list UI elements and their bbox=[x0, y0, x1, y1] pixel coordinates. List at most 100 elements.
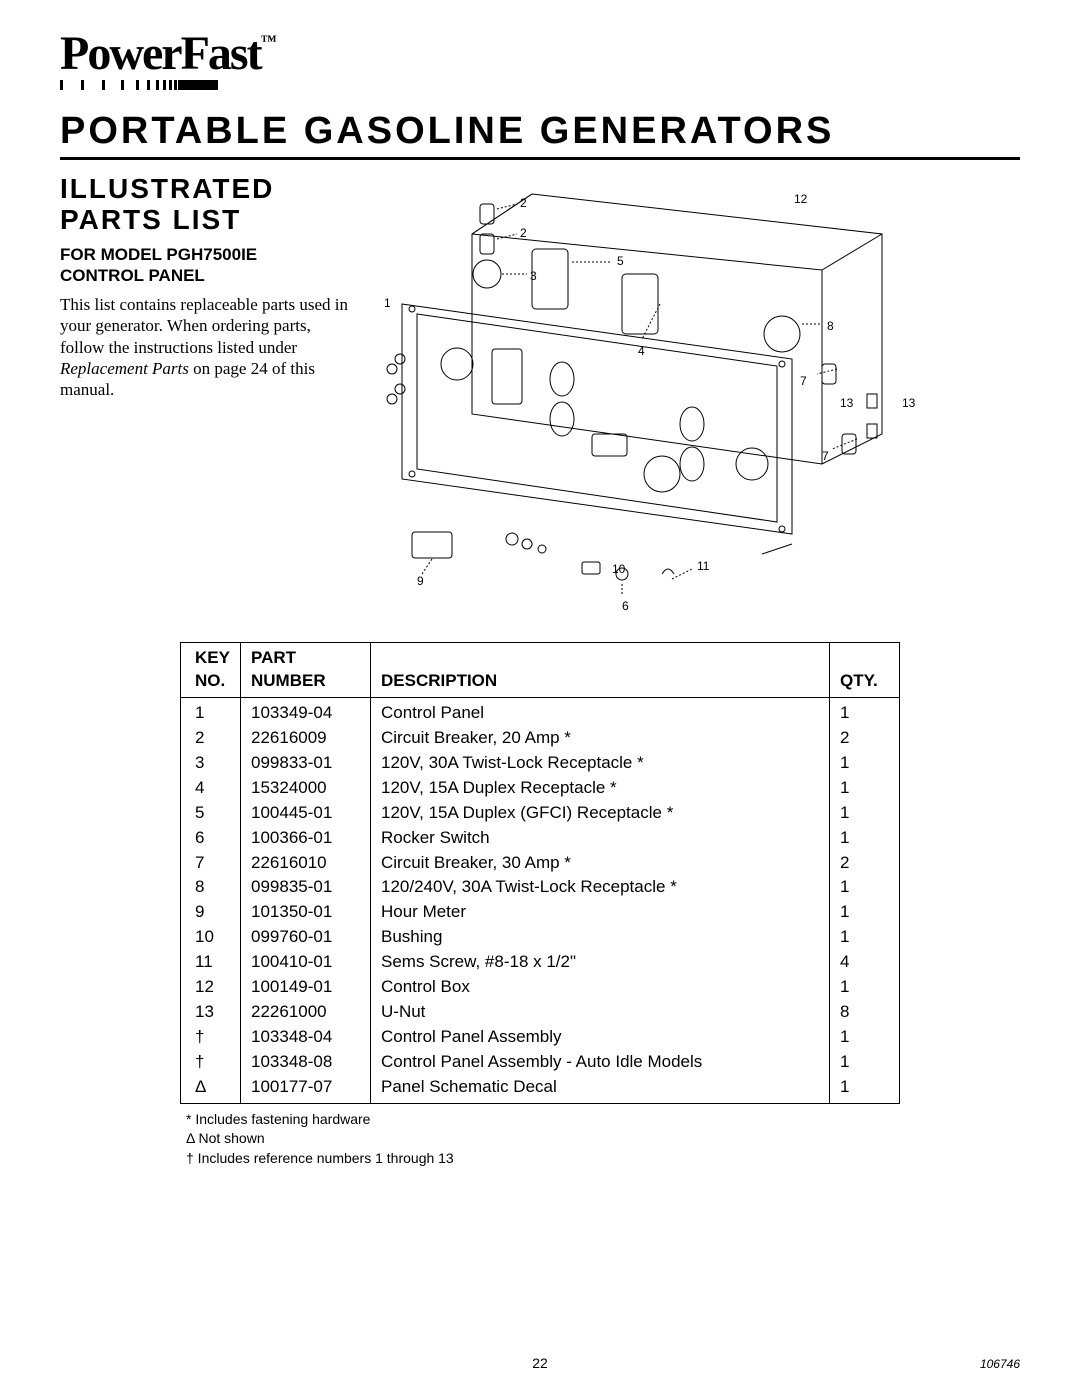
footnote-dagger: † Includes reference numbers 1 through 1… bbox=[186, 1149, 900, 1169]
cell-qty: 1 bbox=[830, 697, 900, 725]
cell-part: 103348-04 bbox=[241, 1025, 371, 1050]
section-heading: ILLUSTRATED PARTS LIST bbox=[60, 174, 350, 236]
callout-11: 11 bbox=[697, 559, 709, 573]
col-desc: DESCRIPTION bbox=[371, 643, 830, 698]
cell-qty: 1 bbox=[830, 801, 900, 826]
callout-7a: 7 bbox=[800, 374, 807, 388]
cell-qty: 1 bbox=[830, 776, 900, 801]
table-row: 5100445-01120V, 15A Duplex (GFCI) Recept… bbox=[181, 801, 900, 826]
table-row: 222616009Circuit Breaker, 20 Amp *2 bbox=[181, 726, 900, 751]
cell-qty: 1 bbox=[830, 1050, 900, 1075]
table-row: 415324000120V, 15A Duplex Receptacle *1 bbox=[181, 776, 900, 801]
cell-qty: 1 bbox=[830, 925, 900, 950]
diagram-svg bbox=[362, 174, 922, 614]
page-title: PORTABLE GASOLINE GENERATORS bbox=[60, 90, 1020, 160]
cell-part: 100177-07 bbox=[241, 1075, 371, 1103]
table-row: 11100410-01Sems Screw, #8-18 x 1/2"4 bbox=[181, 950, 900, 975]
callout-1: 1 bbox=[384, 296, 391, 310]
cell-part: 100410-01 bbox=[241, 950, 371, 975]
callout-8: 8 bbox=[827, 319, 834, 333]
table-row: 1103349-04Control Panel1 bbox=[181, 697, 900, 725]
cell-part: 15324000 bbox=[241, 776, 371, 801]
table-row: 1322261000U-Nut8 bbox=[181, 1000, 900, 1025]
footnotes: * Includes fastening hardware Δ Not show… bbox=[186, 1110, 900, 1169]
table-row: 6100366-01Rocker Switch1 bbox=[181, 826, 900, 851]
cell-desc: Control Panel Assembly bbox=[371, 1025, 830, 1050]
document-id: 106746 bbox=[980, 1357, 1020, 1371]
parts-table: KEYNO. PARTNUMBER DESCRIPTION QTY. 11033… bbox=[180, 642, 900, 1104]
callout-5: 5 bbox=[617, 254, 624, 268]
table-row: 3099833-01120V, 30A Twist-Lock Receptacl… bbox=[181, 751, 900, 776]
callout-12: 12 bbox=[794, 192, 807, 206]
cell-desc: Rocker Switch bbox=[371, 826, 830, 851]
cell-qty: 1 bbox=[830, 826, 900, 851]
cell-part: 103348-08 bbox=[241, 1050, 371, 1075]
cell-key: Δ bbox=[181, 1075, 241, 1103]
cell-part: 22616009 bbox=[241, 726, 371, 751]
cell-desc: Hour Meter bbox=[371, 900, 830, 925]
cell-part: 100445-01 bbox=[241, 801, 371, 826]
cell-qty: 1 bbox=[830, 900, 900, 925]
cell-part: 22616010 bbox=[241, 851, 371, 876]
cell-desc: U-Nut bbox=[371, 1000, 830, 1025]
cell-key: † bbox=[181, 1050, 241, 1075]
table-header-row: KEYNO. PARTNUMBER DESCRIPTION QTY. bbox=[181, 643, 900, 698]
exploded-diagram: 2 2 1 3 4 5 6 7 7 8 9 10 11 12 13 13 bbox=[362, 174, 922, 614]
model-heading: FOR MODEL PGH7500IE CONTROL PANEL bbox=[60, 244, 350, 287]
intro-paragraph: This list contains replaceable parts use… bbox=[60, 294, 350, 400]
cell-key: 8 bbox=[181, 875, 241, 900]
brand-tick-marks bbox=[60, 80, 305, 90]
cell-key: 9 bbox=[181, 900, 241, 925]
cell-key: 10 bbox=[181, 925, 241, 950]
cell-key: 11 bbox=[181, 950, 241, 975]
callout-13a: 13 bbox=[840, 396, 853, 410]
cell-desc: Panel Schematic Decal bbox=[371, 1075, 830, 1103]
table-row: †103348-08Control Panel Assembly - Auto … bbox=[181, 1050, 900, 1075]
cell-qty: 1 bbox=[830, 1025, 900, 1050]
left-column: ILLUSTRATED PARTS LIST FOR MODEL PGH7500… bbox=[60, 174, 350, 614]
cell-key: † bbox=[181, 1025, 241, 1050]
footnote-asterisk: * Includes fastening hardware bbox=[186, 1110, 900, 1130]
callout-13b: 13 bbox=[902, 396, 915, 410]
callout-9: 9 bbox=[417, 574, 424, 588]
cell-desc: Control Panel Assembly - Auto Idle Model… bbox=[371, 1050, 830, 1075]
cell-desc: Control Panel bbox=[371, 697, 830, 725]
cell-qty: 1 bbox=[830, 875, 900, 900]
cell-key: 4 bbox=[181, 776, 241, 801]
callout-4: 4 bbox=[638, 344, 645, 358]
cell-desc: Control Box bbox=[371, 975, 830, 1000]
parts-table-wrap: KEYNO. PARTNUMBER DESCRIPTION QTY. 11033… bbox=[180, 642, 900, 1169]
cell-qty: 8 bbox=[830, 1000, 900, 1025]
callout-2a: 2 bbox=[520, 196, 527, 210]
callout-7b: 7 bbox=[822, 449, 829, 463]
trademark-symbol: ™ bbox=[261, 33, 275, 50]
cell-qty: 1 bbox=[830, 1075, 900, 1103]
cell-part: 099835-01 bbox=[241, 875, 371, 900]
cell-key: 5 bbox=[181, 801, 241, 826]
table-row: 10099760-01Bushing1 bbox=[181, 925, 900, 950]
cell-part: 099760-01 bbox=[241, 925, 371, 950]
table-row: Δ100177-07Panel Schematic Decal1 bbox=[181, 1075, 900, 1103]
cell-key: 7 bbox=[181, 851, 241, 876]
table-row: 8099835-01120/240V, 30A Twist-Lock Recep… bbox=[181, 875, 900, 900]
cell-desc: Bushing bbox=[371, 925, 830, 950]
cell-part: 100366-01 bbox=[241, 826, 371, 851]
callout-3: 3 bbox=[530, 269, 537, 283]
cell-key: 1 bbox=[181, 697, 241, 725]
cell-desc: 120V, 30A Twist-Lock Receptacle * bbox=[371, 751, 830, 776]
table-row: 12100149-01Control Box1 bbox=[181, 975, 900, 1000]
cell-desc: Circuit Breaker, 20 Amp * bbox=[371, 726, 830, 751]
table-row: 9101350-01Hour Meter1 bbox=[181, 900, 900, 925]
cell-part: 100149-01 bbox=[241, 975, 371, 1000]
callout-10: 10 bbox=[612, 562, 625, 576]
table-row: 722616010Circuit Breaker, 30 Amp *2 bbox=[181, 851, 900, 876]
cell-qty: 1 bbox=[830, 975, 900, 1000]
cell-key: 12 bbox=[181, 975, 241, 1000]
page-number: 22 bbox=[0, 1355, 1080, 1371]
cell-desc: 120V, 15A Duplex (GFCI) Receptacle * bbox=[371, 801, 830, 826]
cell-qty: 2 bbox=[830, 726, 900, 751]
cell-key: 3 bbox=[181, 751, 241, 776]
footnote-delta: Δ Not shown bbox=[186, 1129, 900, 1149]
col-key: KEYNO. bbox=[181, 643, 241, 698]
cell-part: 099833-01 bbox=[241, 751, 371, 776]
